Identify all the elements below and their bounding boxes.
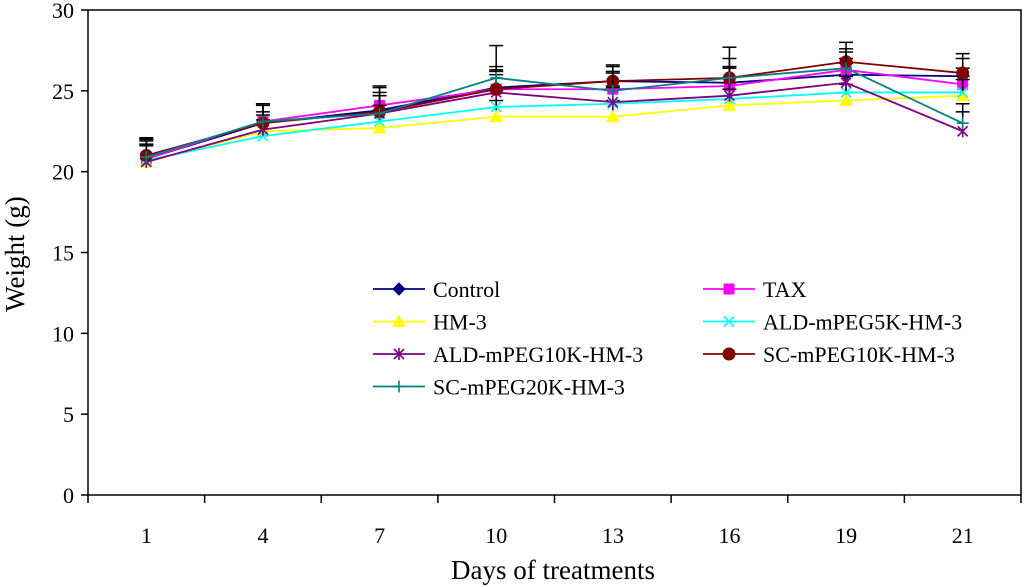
legend-item: HM-3	[373, 310, 487, 335]
data-point	[956, 117, 969, 130]
data-point	[840, 76, 852, 89]
series-sc-mpeg20k-hm-3	[139, 44, 970, 164]
series-line	[146, 91, 963, 162]
y-tick-label: 25	[52, 79, 74, 104]
data-point	[256, 115, 269, 128]
y-tick-label: 5	[63, 402, 74, 427]
data-point	[723, 315, 735, 328]
legend-label: TAX	[763, 277, 807, 302]
x-tick-label: 10	[485, 523, 507, 548]
data-point	[839, 93, 853, 107]
plot-frame	[87, 9, 1022, 496]
data-point	[393, 348, 405, 360]
data-point	[392, 314, 406, 327]
data-point	[956, 66, 970, 80]
legend-label: Control	[433, 277, 500, 302]
data-point	[605, 109, 620, 123]
axes: 0 5 10 15 20 25 30 1 4 7 10 13 16 19 21	[52, 0, 1022, 548]
legend-label: SC-mPEG10K-HM-3	[763, 342, 955, 367]
legend-item: ALD-mPEG10K-HM-3	[373, 342, 643, 367]
data-point	[723, 89, 736, 102]
x-tick-label: 16	[718, 523, 740, 548]
data-point	[607, 96, 619, 109]
legend-label: SC-mPEG20K-HM-3	[433, 375, 625, 400]
data-point	[606, 84, 619, 97]
y-axis-title: Weight (g)	[0, 196, 30, 312]
series-line	[146, 68, 963, 160]
y-tick-label: 20	[52, 160, 74, 185]
x-axis-title: Days of treatments	[451, 555, 655, 585]
x-tick-label: 4	[257, 523, 268, 548]
y-tick-label: 0	[63, 483, 74, 508]
data-point	[140, 151, 153, 164]
data-point	[722, 98, 737, 111]
legend-label: HM-3	[433, 310, 487, 335]
legend-item: Control	[373, 277, 500, 302]
series-line	[146, 81, 964, 163]
series-line	[146, 67, 964, 158]
data-point	[373, 107, 386, 120]
legend-item: SC-mPEG10K-HM-3	[703, 342, 955, 367]
y-tick-label: 10	[52, 321, 74, 346]
data-point	[840, 86, 852, 99]
data-point	[723, 283, 735, 295]
plot-area	[87, 9, 1022, 496]
x-tick-label: 1	[141, 523, 152, 548]
legend-item: SC-mPEG20K-HM-3	[373, 375, 625, 400]
data-point	[490, 71, 503, 84]
data-point	[373, 115, 386, 128]
series-line	[146, 94, 963, 163]
x-tick-label: 19	[835, 523, 857, 548]
x-tick-label: 13	[602, 523, 624, 548]
data-point	[722, 347, 736, 361]
x-tick-label: 21	[952, 523, 974, 548]
legend-label: ALD-mPEG10K-HM-3	[433, 342, 643, 367]
x-tick-label: 7	[374, 523, 385, 548]
data-point	[489, 82, 503, 96]
series-group	[139, 41, 970, 168]
legend-label: ALD-mPEG5K-HM-3	[763, 310, 962, 335]
y-tick-label: 15	[52, 241, 74, 266]
data-point	[372, 120, 387, 134]
legend: Control TAX HM-3 ALD-mPEG5K-HM-3 ALD-mPEG10K…	[373, 277, 962, 400]
data-point	[957, 86, 969, 99]
data-point	[392, 282, 406, 296]
legend-item: ALD-mPEG5K-HM-3	[703, 310, 962, 335]
data-point	[723, 71, 736, 84]
data-point	[840, 62, 853, 75]
data-point	[490, 101, 502, 113]
data-point	[393, 380, 405, 393]
legend-item: TAX	[703, 277, 807, 302]
y-tick-label: 30	[52, 0, 74, 23]
data-point	[489, 109, 504, 123]
